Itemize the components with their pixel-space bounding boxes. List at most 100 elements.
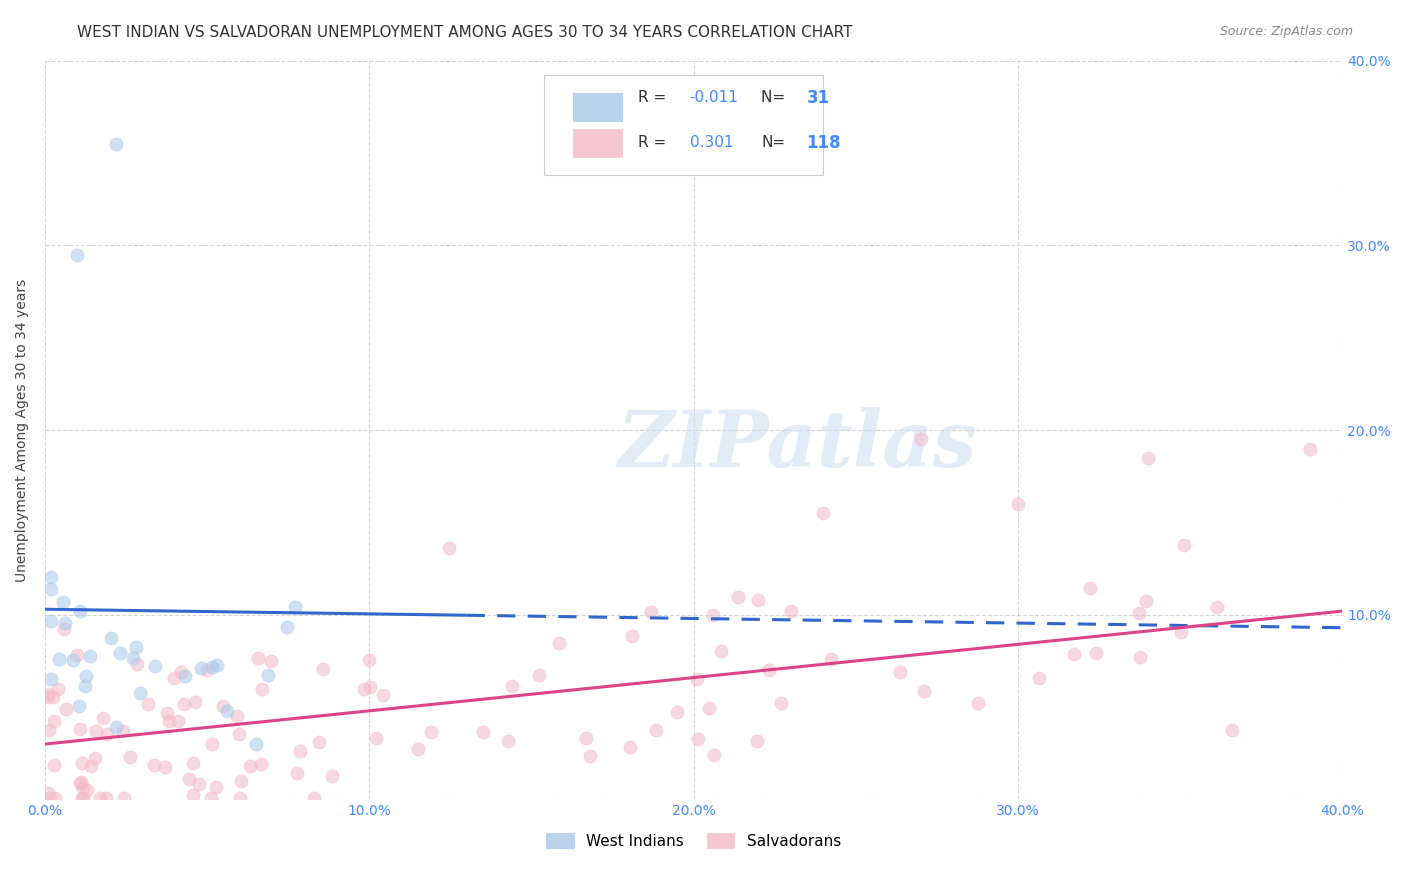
Text: Source: ZipAtlas.com: Source: ZipAtlas.com <box>1219 25 1353 38</box>
Point <box>76 782 98 797</box>
Point <box>69 722 91 736</box>
Point <box>420 724 443 739</box>
Point <box>228 727 250 741</box>
Point <box>239 759 262 773</box>
Text: R =: R = <box>638 90 671 105</box>
Text: -0.011: -0.011 <box>690 90 738 105</box>
Point <box>703 747 725 762</box>
Y-axis label: Unemployment Among Ages 30 to 34 years: Unemployment Among Ages 30 to 34 years <box>15 278 30 582</box>
FancyBboxPatch shape <box>574 93 623 121</box>
Point <box>52 595 75 609</box>
Point <box>173 697 195 711</box>
Text: N=: N= <box>761 90 790 105</box>
Point <box>129 686 152 700</box>
Point <box>247 651 270 665</box>
Point <box>181 756 204 770</box>
Point <box>353 681 375 696</box>
Point <box>37 687 59 701</box>
Point <box>779 605 801 619</box>
Point <box>181 788 204 802</box>
Point <box>302 790 325 805</box>
Text: 0.301: 0.301 <box>690 136 733 150</box>
Point <box>41 614 63 628</box>
Point <box>79 648 101 663</box>
Point <box>105 136 128 151</box>
Point <box>114 790 136 805</box>
Point <box>190 661 212 675</box>
Point <box>226 708 249 723</box>
FancyBboxPatch shape <box>574 128 623 157</box>
Point <box>1128 650 1150 665</box>
Point <box>1063 647 1085 661</box>
Point <box>38 723 60 738</box>
Point <box>710 644 733 658</box>
Point <box>215 704 238 718</box>
Point <box>702 607 724 622</box>
Point <box>70 790 93 805</box>
Point <box>471 725 494 739</box>
Point <box>645 723 668 738</box>
Point <box>53 622 76 636</box>
Point <box>745 733 768 747</box>
Point <box>1136 450 1159 465</box>
Point <box>686 732 709 747</box>
Point <box>136 698 159 712</box>
Point <box>118 750 141 764</box>
Point <box>437 541 460 556</box>
Point <box>371 688 394 702</box>
Point <box>84 723 107 738</box>
Point <box>357 653 380 667</box>
FancyBboxPatch shape <box>544 76 824 175</box>
Point <box>205 658 228 673</box>
Point <box>685 672 707 686</box>
Point <box>1206 600 1229 615</box>
Point <box>48 681 70 696</box>
Point <box>1170 625 1192 640</box>
Point <box>170 665 193 679</box>
Point <box>122 650 145 665</box>
Text: ZIPatlas: ZIPatlas <box>617 407 977 483</box>
Point <box>1028 671 1050 685</box>
Point <box>308 735 330 749</box>
Point <box>1078 581 1101 595</box>
Point <box>406 742 429 756</box>
Point <box>62 653 84 667</box>
Point <box>188 777 211 791</box>
Point <box>1135 593 1157 607</box>
Point <box>288 744 311 758</box>
Point <box>163 671 186 685</box>
Point <box>697 701 720 715</box>
Point <box>527 668 550 682</box>
Point <box>41 582 63 597</box>
Point <box>143 757 166 772</box>
Point <box>619 740 641 755</box>
Point <box>249 756 271 771</box>
Point <box>1128 606 1150 620</box>
Point <box>41 672 63 686</box>
Point <box>575 731 598 745</box>
Point <box>42 758 65 772</box>
Point <box>177 772 200 786</box>
Point <box>201 660 224 674</box>
Point <box>66 247 89 261</box>
Point <box>69 604 91 618</box>
Point <box>75 679 97 693</box>
Point <box>108 647 131 661</box>
Point <box>127 657 149 672</box>
Point <box>75 669 97 683</box>
Point <box>285 765 308 780</box>
Point <box>195 663 218 677</box>
Point <box>67 699 90 714</box>
Point <box>1085 646 1108 660</box>
Point <box>621 629 644 643</box>
Point <box>174 668 197 682</box>
Text: N=: N= <box>761 136 785 150</box>
Point <box>252 682 274 697</box>
Point <box>259 655 281 669</box>
Point <box>112 723 135 738</box>
Point <box>910 432 932 446</box>
Point <box>157 714 180 729</box>
Point <box>967 696 990 710</box>
Point <box>48 652 70 666</box>
Text: WEST INDIAN VS SALVADORAN UNEMPLOYMENT AMONG AGES 30 TO 34 YEARS CORRELATION CHA: WEST INDIAN VS SALVADORAN UNEMPLOYMENT A… <box>77 25 853 40</box>
